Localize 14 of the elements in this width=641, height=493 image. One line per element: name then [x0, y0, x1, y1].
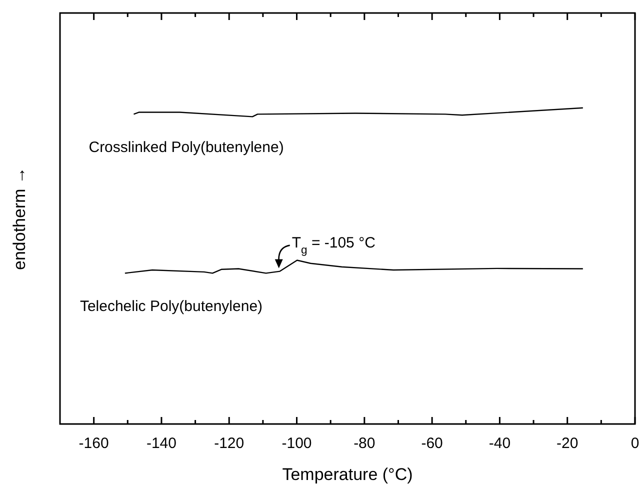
x-tick-label: 0	[630, 435, 640, 452]
series-label: Crosslinked Poly(butenylene)	[88, 139, 284, 156]
annotation: T$_{g}$ = -105 °C	[292, 234, 376, 256]
series-label: Telechelic Poly(butenylene)	[80, 298, 263, 316]
x-tick-label: -140	[146, 435, 176, 452]
x-tick-label: -100	[282, 435, 312, 452]
x-tick-label: -160	[78, 435, 109, 452]
x-tick-label: -40	[488, 435, 511, 452]
x-tick-label: -60	[421, 435, 443, 452]
x-tick-label: -20	[556, 435, 578, 452]
y-axis-title: endotherm →	[10, 167, 29, 270]
x-axis-title: Temperature (°C)	[282, 465, 413, 484]
x-tick-label: -80	[354, 435, 376, 452]
x-tick-label: -120	[214, 435, 244, 452]
